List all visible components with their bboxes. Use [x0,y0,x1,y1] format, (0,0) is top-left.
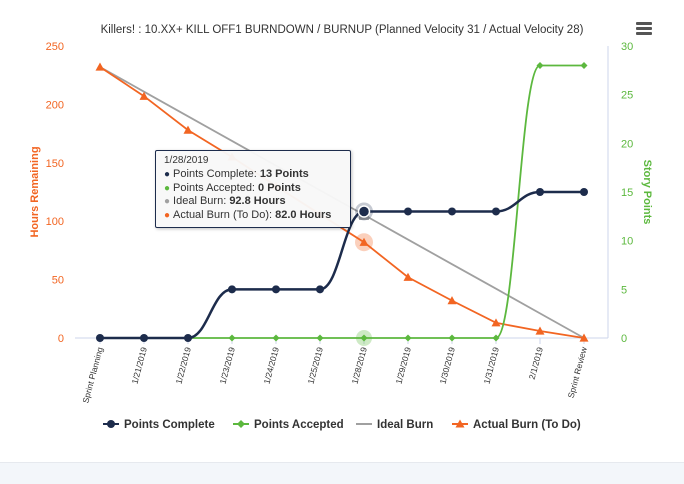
y-right-tick-label: 20 [621,138,633,150]
point-marker [96,334,104,342]
tooltip-row-points-accepted: ● Points Accepted: 0 Points [164,181,301,194]
point-marker [184,334,192,342]
tooltip-row-ideal-burn: ● Ideal Burn: 92.8 Hours [164,195,286,207]
x-tick-label: 1/28/2019 [349,346,369,385]
point-marker [316,334,324,342]
hamburger-menu-icon[interactable] [634,20,654,38]
y-right-tick-label: 25 [621,90,633,102]
x-tick-label: 1/30/2019 [437,346,457,385]
y-left-tick-label: 0 [58,333,64,345]
tooltip-row-actual-burn: ● Actual Burn (To Do): 82.0 Hours [164,208,332,221]
y-left-tick-label: 100 [46,216,64,228]
point-marker [492,334,500,342]
chart-tooltip: 1/28/2019 ● Points Complete: 13 Points ● P… [155,150,351,228]
x-tick-label: 1/22/2019 [173,346,193,385]
legend-label[interactable]: Ideal Burn [377,419,433,431]
y-right-tick-label: 0 [621,333,627,345]
x-tick-label: 1/23/2019 [217,346,237,385]
footer-band [0,462,684,484]
x-tick-label: 1/29/2019 [393,346,413,385]
point-marker [580,188,588,196]
point-marker [140,334,148,342]
point-marker [272,285,280,294]
x-tick-label: Sprint Review [566,345,589,399]
legend-marker [455,419,465,428]
y-left-tick-label: 250 [46,41,64,53]
legend-marker [107,420,115,428]
y-left-axis-title: Hours Remaining [29,146,41,237]
point-marker [360,334,368,342]
burndown-chart: Killers! : 10.XX+ KILL OFF1 BURNDOWN / B… [29,24,653,431]
point-marker [183,125,193,134]
point-marker [403,272,413,281]
y-left-tick-label: 200 [46,99,64,111]
legend-label[interactable]: Actual Burn (To Do) [473,419,581,431]
point-marker [228,334,236,342]
y-right-tick-label: 10 [621,236,633,248]
legend-label[interactable]: Points Accepted [254,419,344,431]
point-marker [536,188,544,196]
legend-label[interactable]: Points Complete [124,419,215,431]
point-marker [448,334,456,342]
x-tick-label: Sprint Planning [80,346,105,405]
point-marker [579,333,589,342]
tooltip-row-points-complete: ● Points Complete: 13 Points [164,168,309,180]
point-marker [272,334,280,342]
point-marker [491,318,501,327]
point-marker [404,334,412,342]
y-left-tick-label: 50 [52,275,64,287]
chart-container: Killers! : 10.XX+ KILL OFF1 BURNDOWN / B… [29,20,654,431]
x-tick-label: 1/24/2019 [261,346,281,385]
series-dot-icon: ● [164,196,171,207]
x-tick-label: 1/21/2019 [129,346,149,385]
x-tick-label: 1/31/2019 [481,346,501,385]
x-tick-label: 2/1/2019 [527,346,545,381]
chart-title: Killers! : 10.XX+ KILL OFF1 BURNDOWN / B… [101,24,584,36]
y-right-tick-label: 15 [621,187,633,199]
point-marker [359,237,369,246]
y-left-tick-label: 150 [46,158,64,170]
point-marker [95,62,105,71]
series-dot-icon: ● [164,169,171,180]
point-marker [536,61,544,69]
tooltip-date: 1/28/2019 [164,155,209,166]
point-marker [139,91,149,100]
point-marker [447,296,457,305]
series-dot-icon: ● [164,209,171,221]
point-marker [492,207,500,216]
point-marker [228,285,236,294]
point-marker [316,285,324,294]
legend-marker [237,420,245,428]
x-tick-label: 1/25/2019 [305,346,325,385]
series-dot-icon: ● [164,182,171,194]
point-marker [357,205,371,218]
y-right-tick-label: 5 [621,284,627,296]
y-right-tick-label: 30 [621,41,633,53]
point-marker [535,326,545,335]
point-marker [580,61,588,69]
y-right-axis-title: Story Points [641,160,653,225]
point-marker [448,207,456,216]
point-marker [404,207,412,216]
